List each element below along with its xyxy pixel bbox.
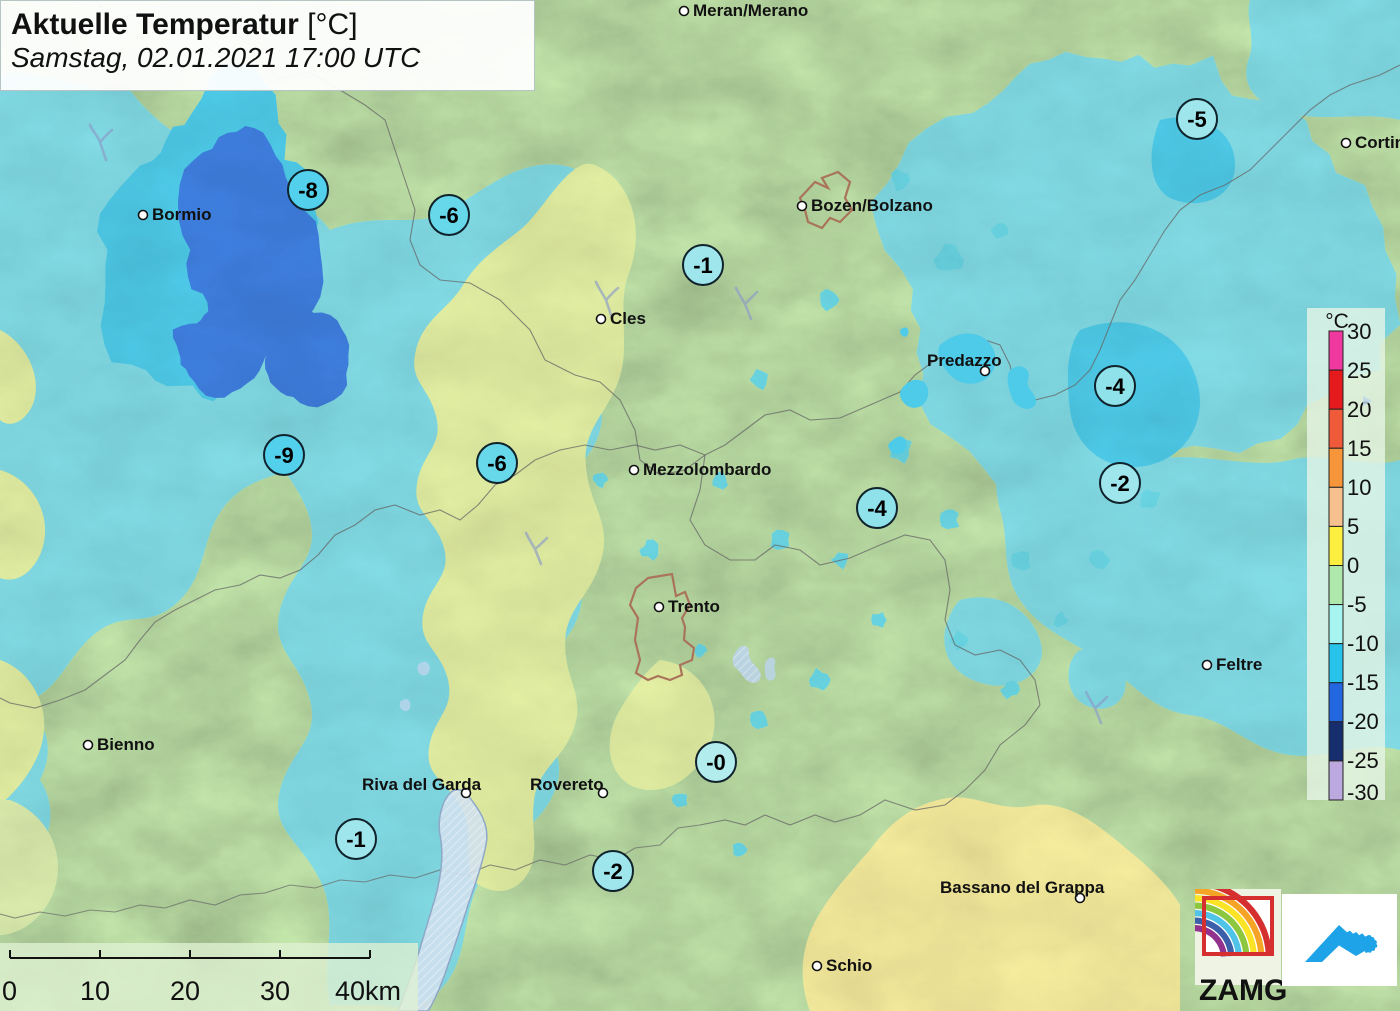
svg-text:0: 0 (2, 976, 17, 1006)
svg-text:10: 10 (80, 976, 110, 1006)
svg-text:40km: 40km (335, 976, 401, 1006)
svg-text:30: 30 (260, 976, 290, 1006)
svg-text:20: 20 (170, 976, 200, 1006)
